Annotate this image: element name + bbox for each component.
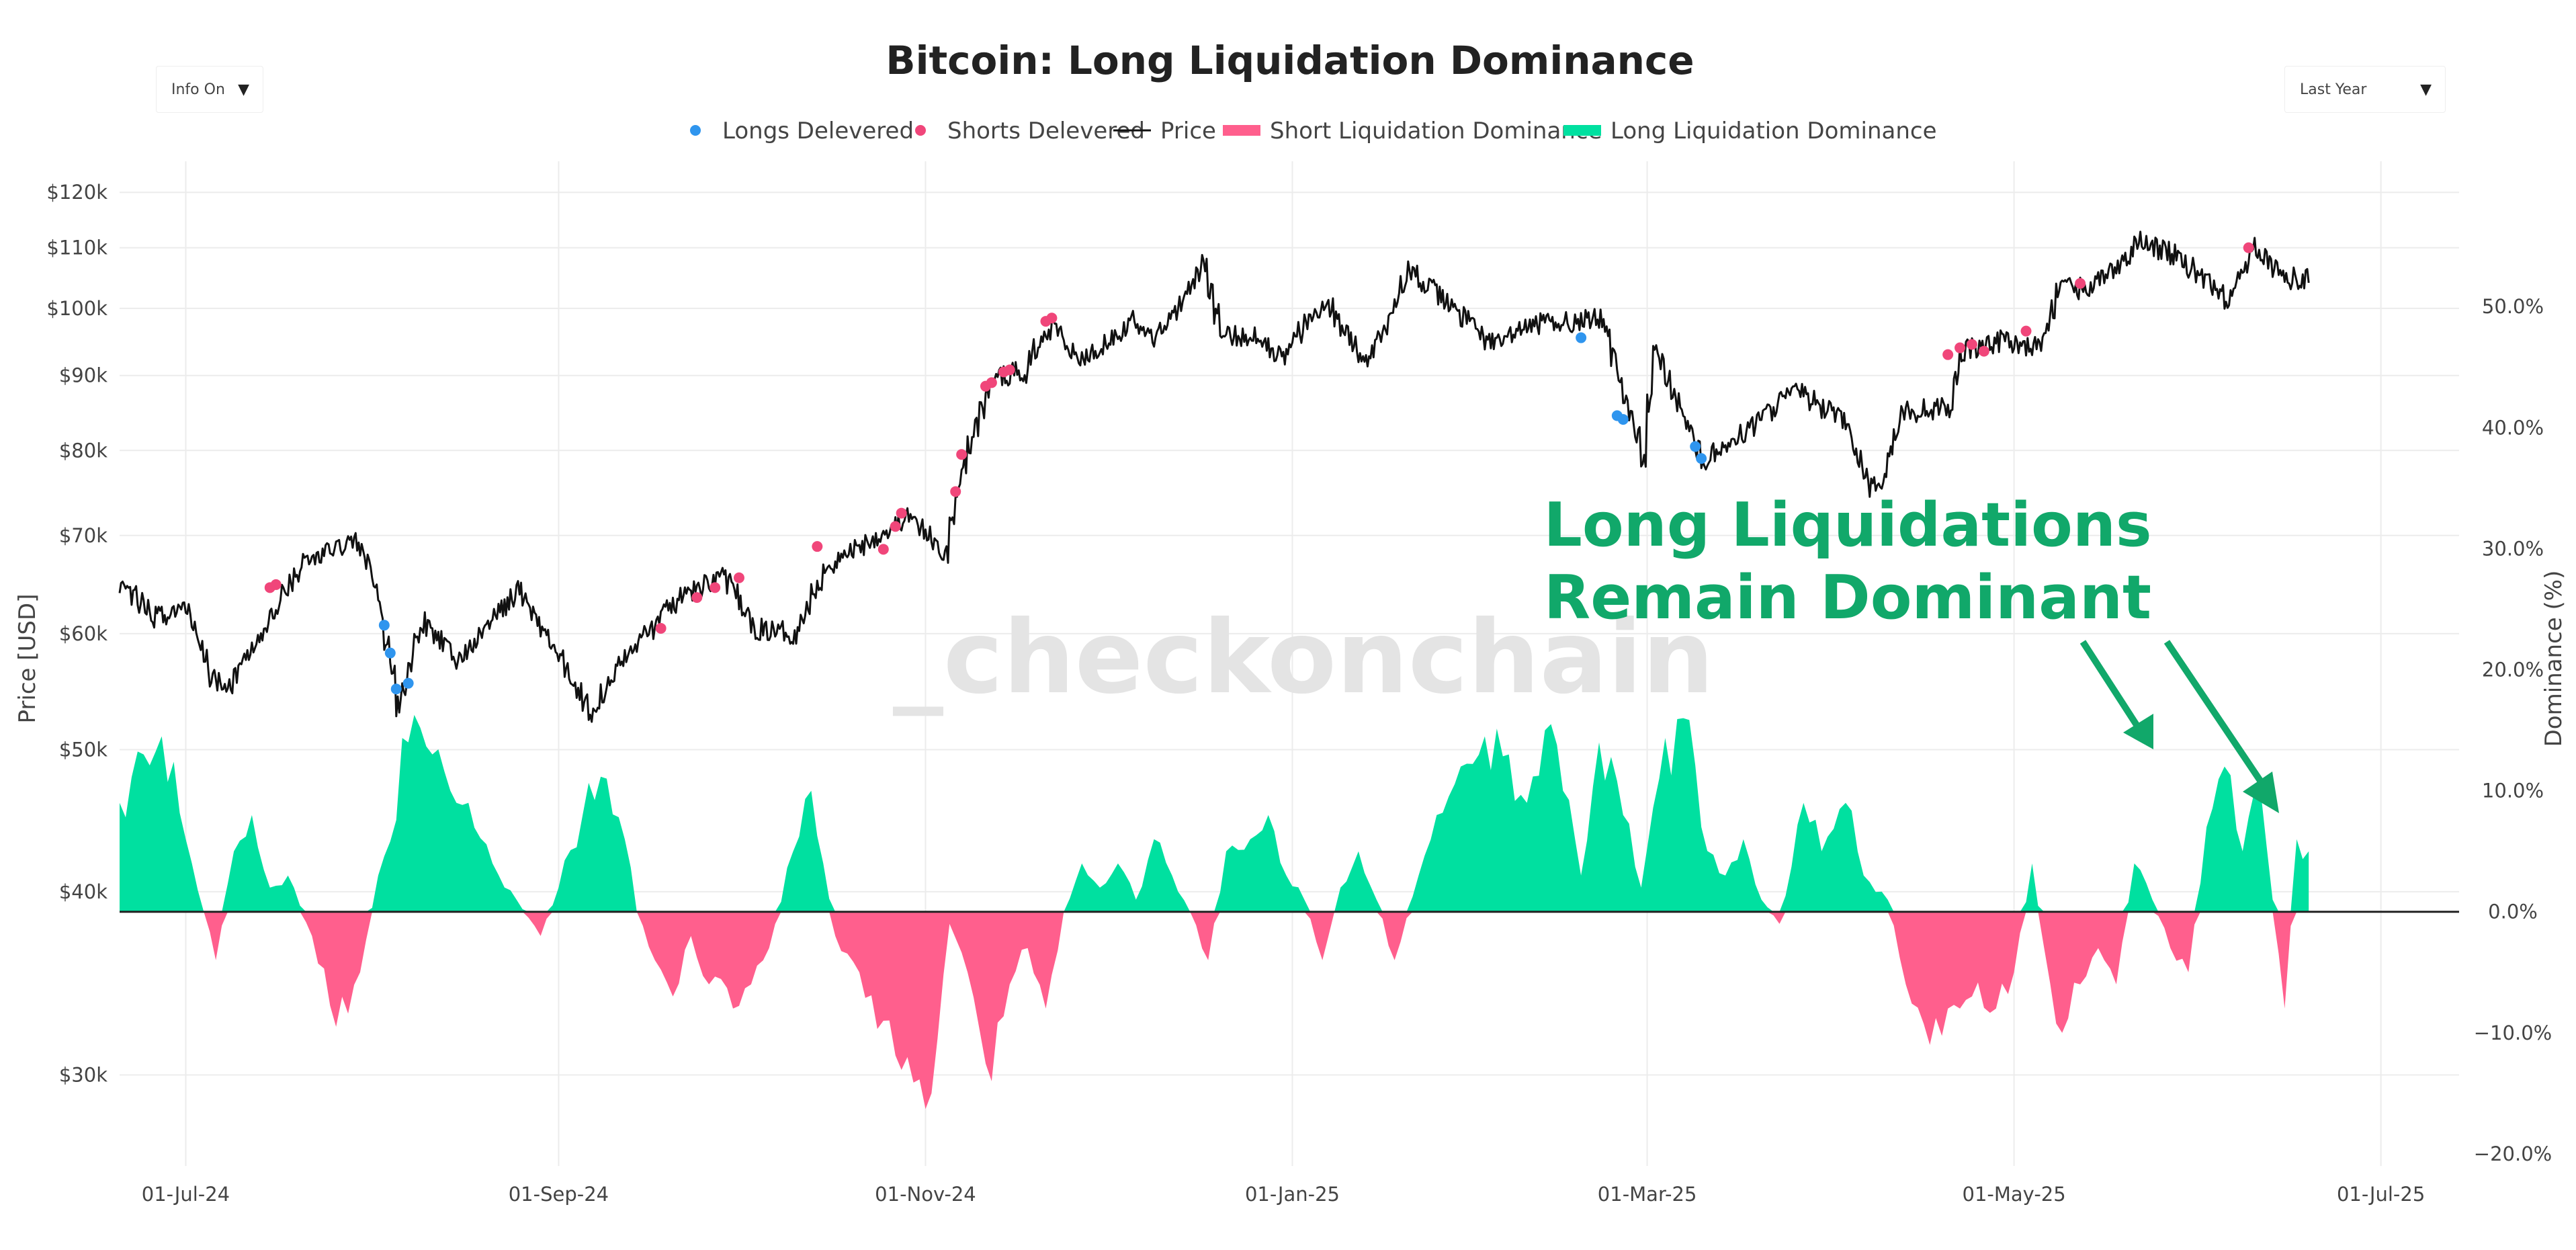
long-delever-dot <box>390 683 402 695</box>
y2-tick-label: 50.0% <box>2482 295 2544 318</box>
short-delever-dot <box>812 541 823 552</box>
short-delever-dot <box>956 449 968 460</box>
dominance-areas <box>120 714 2309 1110</box>
chart-title: Bitcoin: Long Liquidation Dominance <box>886 38 1694 83</box>
short-delever-dot <box>890 521 901 532</box>
y-tick-label: $90k <box>59 364 108 387</box>
y2-tick-label: 30.0% <box>2482 537 2544 560</box>
price-line-group <box>118 231 2310 723</box>
legend-item[interactable]: Longs Delevered <box>690 118 914 144</box>
legend-label: Shorts Delevered <box>947 118 1145 144</box>
delever-dots <box>264 242 2254 695</box>
watermark: _checkonchain <box>893 599 1714 716</box>
y2-tick-label: 20.0% <box>2482 659 2544 681</box>
y-tick-label: $100k <box>46 297 108 320</box>
chevron-down-icon: ▼ <box>238 81 249 98</box>
long-delever-dot <box>402 677 414 689</box>
y-tick-label: $80k <box>59 439 108 462</box>
y-tick-label: $50k <box>59 739 108 761</box>
long-liquidation-dominance-area <box>120 714 2309 912</box>
legend-label: Long Liquidation Dominance <box>1611 118 1937 144</box>
x-tick-label: 01-Sep-24 <box>509 1183 609 1206</box>
y-tick-label: $120k <box>46 181 108 204</box>
annotation-line-1: Long Liquidations <box>1543 490 2151 560</box>
y2-tick-label: −20.0% <box>2474 1142 2552 1165</box>
y2-axis-title: Dominance (%) <box>2540 571 2567 747</box>
legend-item[interactable]: Shorts Delevered <box>915 118 1145 144</box>
y-tick-label: $40k <box>59 880 108 903</box>
chevron-down-icon: ▼ <box>2420 81 2432 98</box>
x-axis-ticks: 01-Jul-24 01-Sep-24 01-Nov-24 01-Jan-25 01-M… <box>142 1183 2425 1206</box>
x-tick-label: 01-Jul-24 <box>142 1183 230 1206</box>
y2-tick-label: −10.0% <box>2474 1022 2552 1044</box>
y-tick-label: $60k <box>59 622 108 645</box>
short-delever-dot <box>691 592 703 603</box>
range-select-dropdown[interactable]: Last Year ▼ <box>2284 66 2446 113</box>
short-liquidation-dominance-area <box>120 911 2309 1110</box>
long-delever-dot <box>1690 441 1701 452</box>
short-delever-dot <box>270 579 282 590</box>
y2-tick-label: 10.0% <box>2482 780 2544 802</box>
x-tick-label: 01-May-25 <box>1963 1183 2066 1206</box>
short-delever-dot <box>950 486 961 497</box>
legend-bar-swatch <box>1563 125 1601 136</box>
y-tick-label: $70k <box>59 524 108 547</box>
short-delever-dot <box>1966 339 1977 350</box>
y-axis-title: Price [USD] <box>14 594 41 724</box>
legend-item[interactable]: Price <box>1113 118 1216 144</box>
x-tick-label: 01-Jan-25 <box>1245 1183 1340 1206</box>
legend-dot-swatch <box>690 125 701 136</box>
short-delever-dot <box>2243 242 2254 253</box>
y2-axis-ticks: −20.0% −10.0% 0.0% 10.0% 20.0% 30.0% 40.0% 50.0… <box>2474 295 2552 1165</box>
long-delever-dot <box>384 647 396 659</box>
price-line <box>118 231 2310 723</box>
legend-item[interactable]: Short Liquidation Dominance <box>1223 118 1602 144</box>
y2-tick-label: 0.0% <box>2488 901 2538 923</box>
annotation-line-2: Remain Dominant <box>1544 562 2151 633</box>
legend[interactable]: Longs Delevered Shorts Delevered Price Shor… <box>690 118 1937 144</box>
short-delever-dot <box>733 572 744 583</box>
annotation-arrow-1-shaft <box>2079 640 2150 743</box>
legend-label: Longs Delevered <box>722 118 914 144</box>
annotation-arrow-2-shaft <box>2163 640 2271 794</box>
short-delever-dot <box>1004 364 1015 376</box>
legend-dot-swatch <box>915 125 926 136</box>
short-delever-dot <box>877 544 889 555</box>
gridlines <box>120 161 2459 1166</box>
x-tick-label: 01-Mar-25 <box>1598 1183 1697 1206</box>
annotation-arrow-2-head <box>2243 772 2279 813</box>
short-delever-dot <box>896 507 907 519</box>
short-delever-dot <box>1955 342 1966 353</box>
info-toggle-dropdown[interactable]: Info On ▼ <box>156 66 263 113</box>
annotation-arrow-1-head <box>2123 714 2153 749</box>
long-delever-dot <box>378 620 390 631</box>
long-delever-dot <box>1617 414 1629 425</box>
long-delever-dot <box>1696 453 1707 464</box>
short-delever-dot <box>1942 349 1954 360</box>
y2-tick-label: 40.0% <box>2482 416 2544 439</box>
short-delever-dot <box>1046 312 1058 324</box>
short-delever-dot <box>655 622 667 634</box>
y-tick-label: $110k <box>46 237 108 259</box>
x-tick-label: 01-Jul-25 <box>2337 1183 2425 1206</box>
short-delever-dot <box>1978 345 1989 357</box>
legend-label: Short Liquidation Dominance <box>1270 118 1602 144</box>
legend-label: Price <box>1160 118 1216 144</box>
y-axis-ticks: $30k $40k $50k $60k $70k $80k $90k $100k $110k $1… <box>46 181 108 1086</box>
short-delever-dot <box>986 377 997 388</box>
x-tick-label: 01-Nov-24 <box>875 1183 976 1206</box>
legend-bar-swatch <box>1223 125 1260 136</box>
legend-item[interactable]: Long Liquidation Dominance <box>1563 118 1937 144</box>
short-delever-dot <box>710 582 721 593</box>
short-delever-dot <box>2020 325 2032 337</box>
y-tick-label: $30k <box>59 1063 108 1086</box>
range-select-label: Last Year <box>2300 81 2367 98</box>
long-delever-dot <box>1576 332 1587 343</box>
annotation: Long Liquidations Remain Dominant <box>1543 490 2279 813</box>
info-toggle-label: Info On <box>171 81 225 98</box>
short-delever-dot <box>2075 278 2086 289</box>
